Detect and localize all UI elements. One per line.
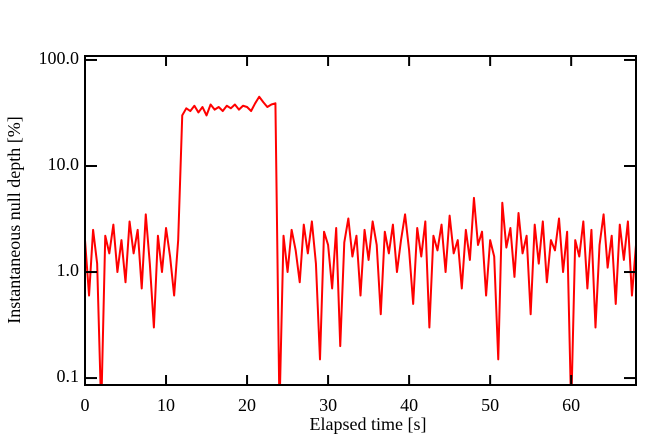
y-tick-label: 0.1 (57, 366, 80, 386)
y-tick-label: 1.0 (57, 260, 80, 280)
y-tick-label: 10.0 (48, 154, 80, 174)
y-axis-label: Instantaneous null depth [%] (4, 116, 24, 323)
plot-area (85, 95, 636, 385)
x-tick-label: 10 (157, 395, 175, 415)
x-tick-label: 60 (562, 395, 580, 415)
x-tick-label: 20 (238, 395, 256, 415)
data-line (85, 95, 636, 385)
x-tick-label: 0 (81, 395, 90, 415)
x-tick-label: 50 (481, 395, 499, 415)
axes-frame (84, 55, 637, 386)
x-tick-label: 30 (319, 395, 337, 415)
x-axis-label: Elapsed time [s] (310, 414, 427, 434)
y-tick-label: 100.0 (39, 48, 80, 68)
x-tick-label: 40 (400, 395, 418, 415)
